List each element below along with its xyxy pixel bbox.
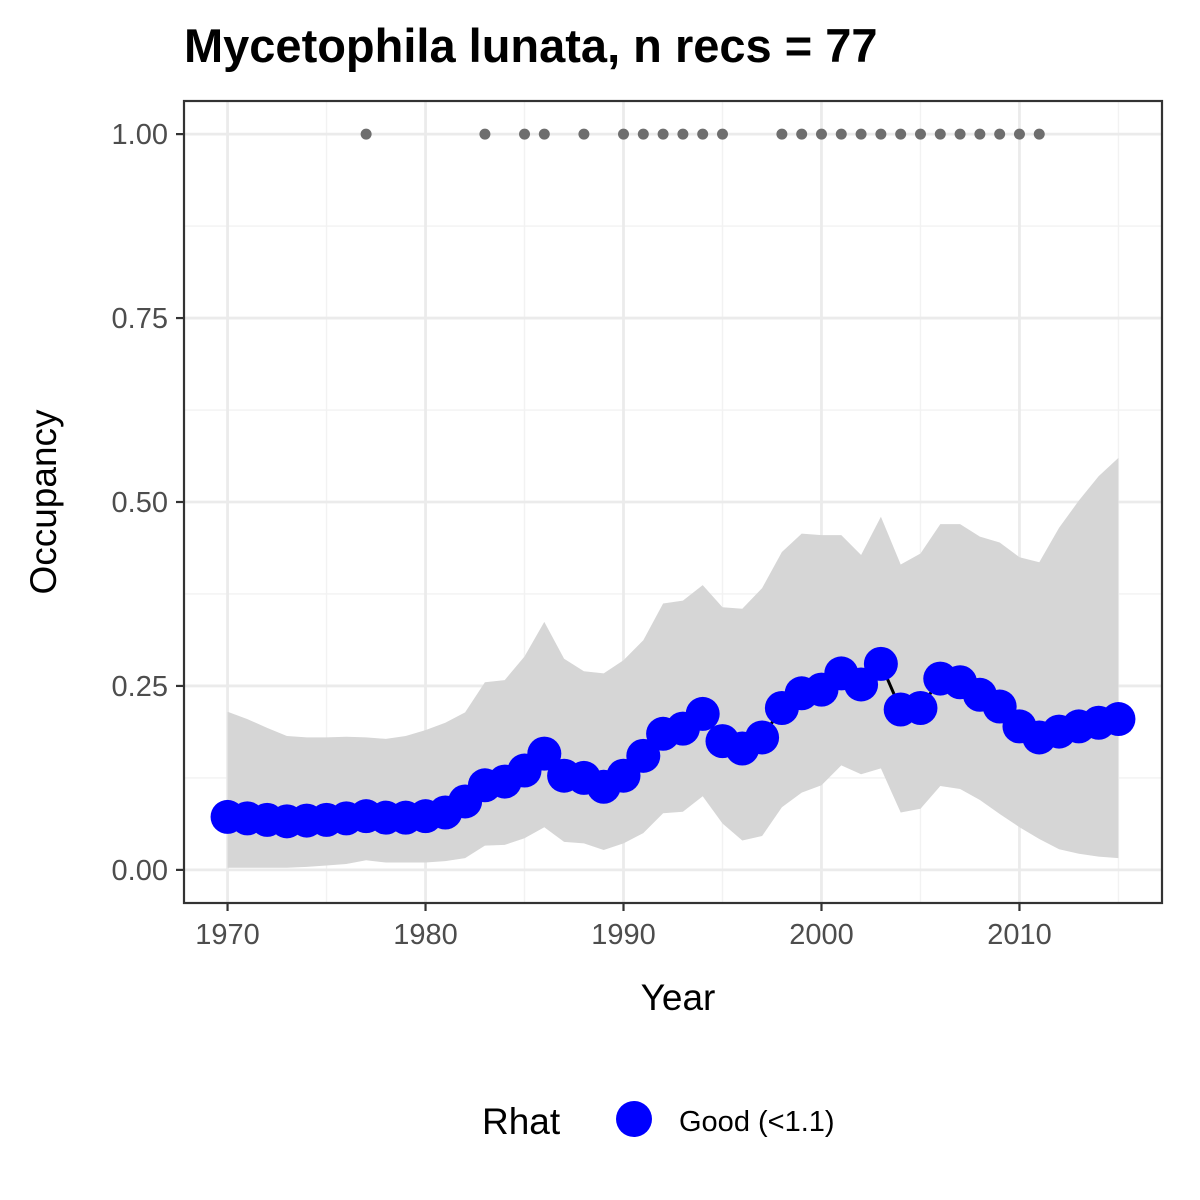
y-tick-label: 0.00 [112, 855, 168, 887]
x-axis-title: Year [641, 977, 716, 1018]
record-point [895, 128, 907, 140]
occupancy-points [210, 646, 1136, 839]
x-tick-label: 1990 [591, 919, 656, 951]
occupancy-point [626, 738, 661, 773]
record-point [716, 128, 728, 140]
record-point [618, 128, 630, 140]
record-point [360, 128, 372, 140]
record-point [479, 128, 491, 140]
record-point [657, 128, 669, 140]
record-point [796, 128, 808, 140]
record-point [954, 128, 966, 140]
record-point [875, 128, 887, 140]
record-point [697, 128, 709, 140]
x-tick-label: 2010 [987, 919, 1052, 951]
occupancy-point [685, 696, 720, 731]
occupancy-point [1101, 702, 1136, 737]
record-point [677, 128, 689, 140]
ribbon-area [227, 457, 1119, 868]
record-point [776, 128, 788, 140]
chart-title: Mycetophila lunata, n recs = 77 [184, 19, 878, 72]
y-tick-label: 0.50 [112, 487, 168, 519]
occupancy-point [863, 646, 898, 681]
occupancy-point [745, 720, 780, 755]
record-point [637, 128, 649, 140]
y-axis-ticks: 0.00 0.25 0.50 0.75 1.00 [112, 119, 184, 887]
record-point [1013, 128, 1025, 140]
record-point [835, 128, 847, 140]
occupancy-point [903, 691, 938, 726]
x-tick-label: 2000 [789, 919, 854, 951]
legend-title: Rhat [482, 1101, 561, 1142]
record-point [855, 128, 867, 140]
x-tick-label: 1970 [195, 919, 260, 951]
record-point [578, 128, 590, 140]
record-points [360, 128, 1045, 140]
record-point [815, 128, 827, 140]
occupancy-point [527, 736, 562, 771]
legend: Rhat Good (<1.1) [482, 1101, 835, 1142]
legend-label-good: Good (<1.1) [679, 1106, 835, 1138]
x-tick-label: 1980 [393, 919, 458, 951]
y-tick-label: 0.75 [112, 303, 168, 335]
record-point [974, 128, 986, 140]
x-axis-ticks: 1970 1980 1990 2000 2010 [195, 903, 1052, 951]
record-point [914, 128, 926, 140]
record-point [519, 128, 531, 140]
y-tick-label: 1.00 [112, 119, 168, 151]
confidence-ribbon [227, 457, 1119, 868]
y-axis-title: Occupancy [23, 409, 64, 595]
record-point [538, 128, 550, 140]
record-point [934, 128, 946, 140]
legend-key-good [616, 1101, 652, 1137]
y-tick-label: 0.25 [112, 671, 168, 703]
record-point [1033, 128, 1045, 140]
record-point [994, 128, 1006, 140]
